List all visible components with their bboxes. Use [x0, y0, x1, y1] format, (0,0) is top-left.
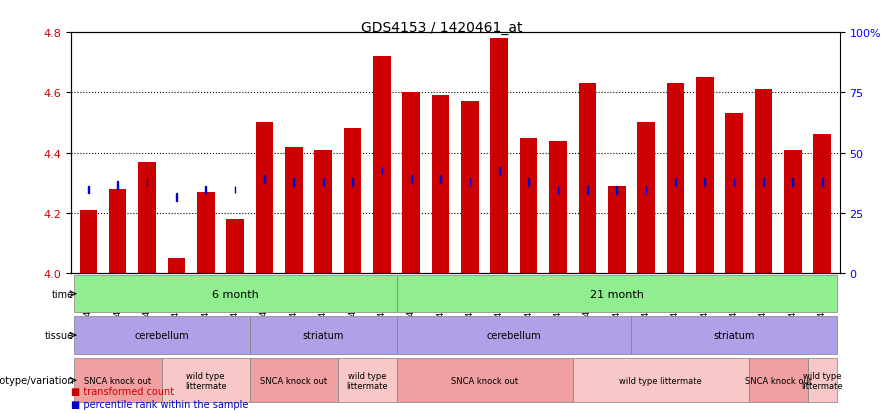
Text: ■ transformed count: ■ transformed count	[71, 387, 174, 396]
FancyBboxPatch shape	[397, 317, 631, 354]
Text: cerebellum: cerebellum	[134, 330, 189, 340]
Text: GDS4153 / 1420461_at: GDS4153 / 1420461_at	[362, 21, 522, 35]
FancyBboxPatch shape	[73, 317, 250, 354]
Bar	[168, 258, 186, 273]
FancyBboxPatch shape	[73, 275, 397, 313]
Bar	[608, 186, 626, 273]
Text: wild type littermate: wild type littermate	[620, 376, 702, 385]
FancyBboxPatch shape	[73, 358, 162, 402]
FancyBboxPatch shape	[397, 275, 837, 313]
Text: genotype/variation: genotype/variation	[0, 375, 73, 385]
Text: SNCA knock out: SNCA knock out	[84, 376, 151, 385]
Bar	[80, 210, 97, 273]
Bar	[520, 138, 537, 273]
Bar	[197, 192, 215, 273]
Text: time: time	[51, 289, 73, 299]
Text: cerebellum: cerebellum	[487, 330, 541, 340]
FancyBboxPatch shape	[250, 358, 338, 402]
Bar	[431, 96, 449, 273]
FancyBboxPatch shape	[749, 358, 807, 402]
Bar	[344, 129, 362, 273]
Bar	[813, 135, 831, 273]
Bar	[755, 90, 773, 273]
Bar	[491, 39, 508, 273]
Bar	[725, 114, 743, 273]
FancyBboxPatch shape	[631, 317, 837, 354]
Bar	[637, 123, 655, 273]
FancyBboxPatch shape	[162, 358, 250, 402]
FancyBboxPatch shape	[338, 358, 397, 402]
Bar	[138, 162, 156, 273]
Bar	[461, 102, 479, 273]
Bar	[255, 123, 273, 273]
Bar	[784, 150, 802, 273]
Text: striatum: striatum	[302, 330, 344, 340]
Bar	[549, 141, 567, 273]
Text: striatum: striatum	[713, 330, 755, 340]
Bar	[578, 84, 596, 273]
Bar	[285, 147, 302, 273]
Bar	[402, 93, 420, 273]
Text: ■ percentile rank within the sample: ■ percentile rank within the sample	[71, 399, 248, 409]
FancyBboxPatch shape	[807, 358, 837, 402]
Text: SNCA knock out: SNCA knock out	[260, 376, 327, 385]
Text: tissue: tissue	[44, 330, 73, 340]
Text: wild type
littermate: wild type littermate	[185, 370, 226, 390]
Text: wild type
littermate: wild type littermate	[802, 370, 843, 390]
Text: SNCA knock out: SNCA knock out	[744, 376, 812, 385]
Bar	[226, 219, 244, 273]
Bar	[315, 150, 332, 273]
Text: 6 month: 6 month	[212, 289, 258, 299]
Bar	[109, 189, 126, 273]
FancyBboxPatch shape	[573, 358, 749, 402]
Bar	[667, 84, 684, 273]
Text: wild type
littermate: wild type littermate	[347, 370, 388, 390]
Text: SNCA knock out: SNCA knock out	[451, 376, 518, 385]
Bar	[373, 57, 391, 273]
FancyBboxPatch shape	[397, 358, 573, 402]
Text: 21 month: 21 month	[590, 289, 644, 299]
Bar	[696, 78, 713, 273]
FancyBboxPatch shape	[250, 317, 397, 354]
